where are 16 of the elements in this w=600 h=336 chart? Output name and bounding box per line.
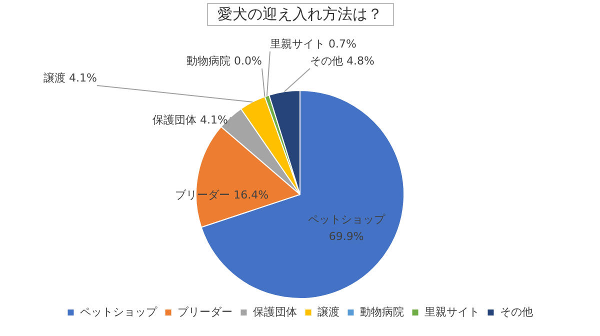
category-label: 保護団体 4.1% xyxy=(152,113,228,126)
legend-label: ブリーダー xyxy=(177,306,232,319)
legend-label: 里親サイト xyxy=(424,306,480,319)
legend-label: その他 xyxy=(500,306,533,319)
legend-label: 動物病院 xyxy=(360,306,404,319)
legend-label: 譲渡 xyxy=(317,306,340,319)
category-label: 動物病院 0.0% xyxy=(186,54,262,68)
category-label: ブリーダー 16.4% xyxy=(175,188,269,202)
slice-label: ペットショップ xyxy=(308,212,386,226)
legend-label: 保護団体 xyxy=(252,306,297,319)
chart-title: 愛犬の迎え入れ方法は？ xyxy=(206,3,394,26)
category-label: その他 4.8% xyxy=(310,54,374,68)
category-label: 譲渡 4.1% xyxy=(44,71,97,84)
data-label: 69.9% xyxy=(328,230,364,243)
category-label: 里親サイト 0.7% xyxy=(270,37,356,50)
legend-label: ペットショップ xyxy=(80,306,158,319)
